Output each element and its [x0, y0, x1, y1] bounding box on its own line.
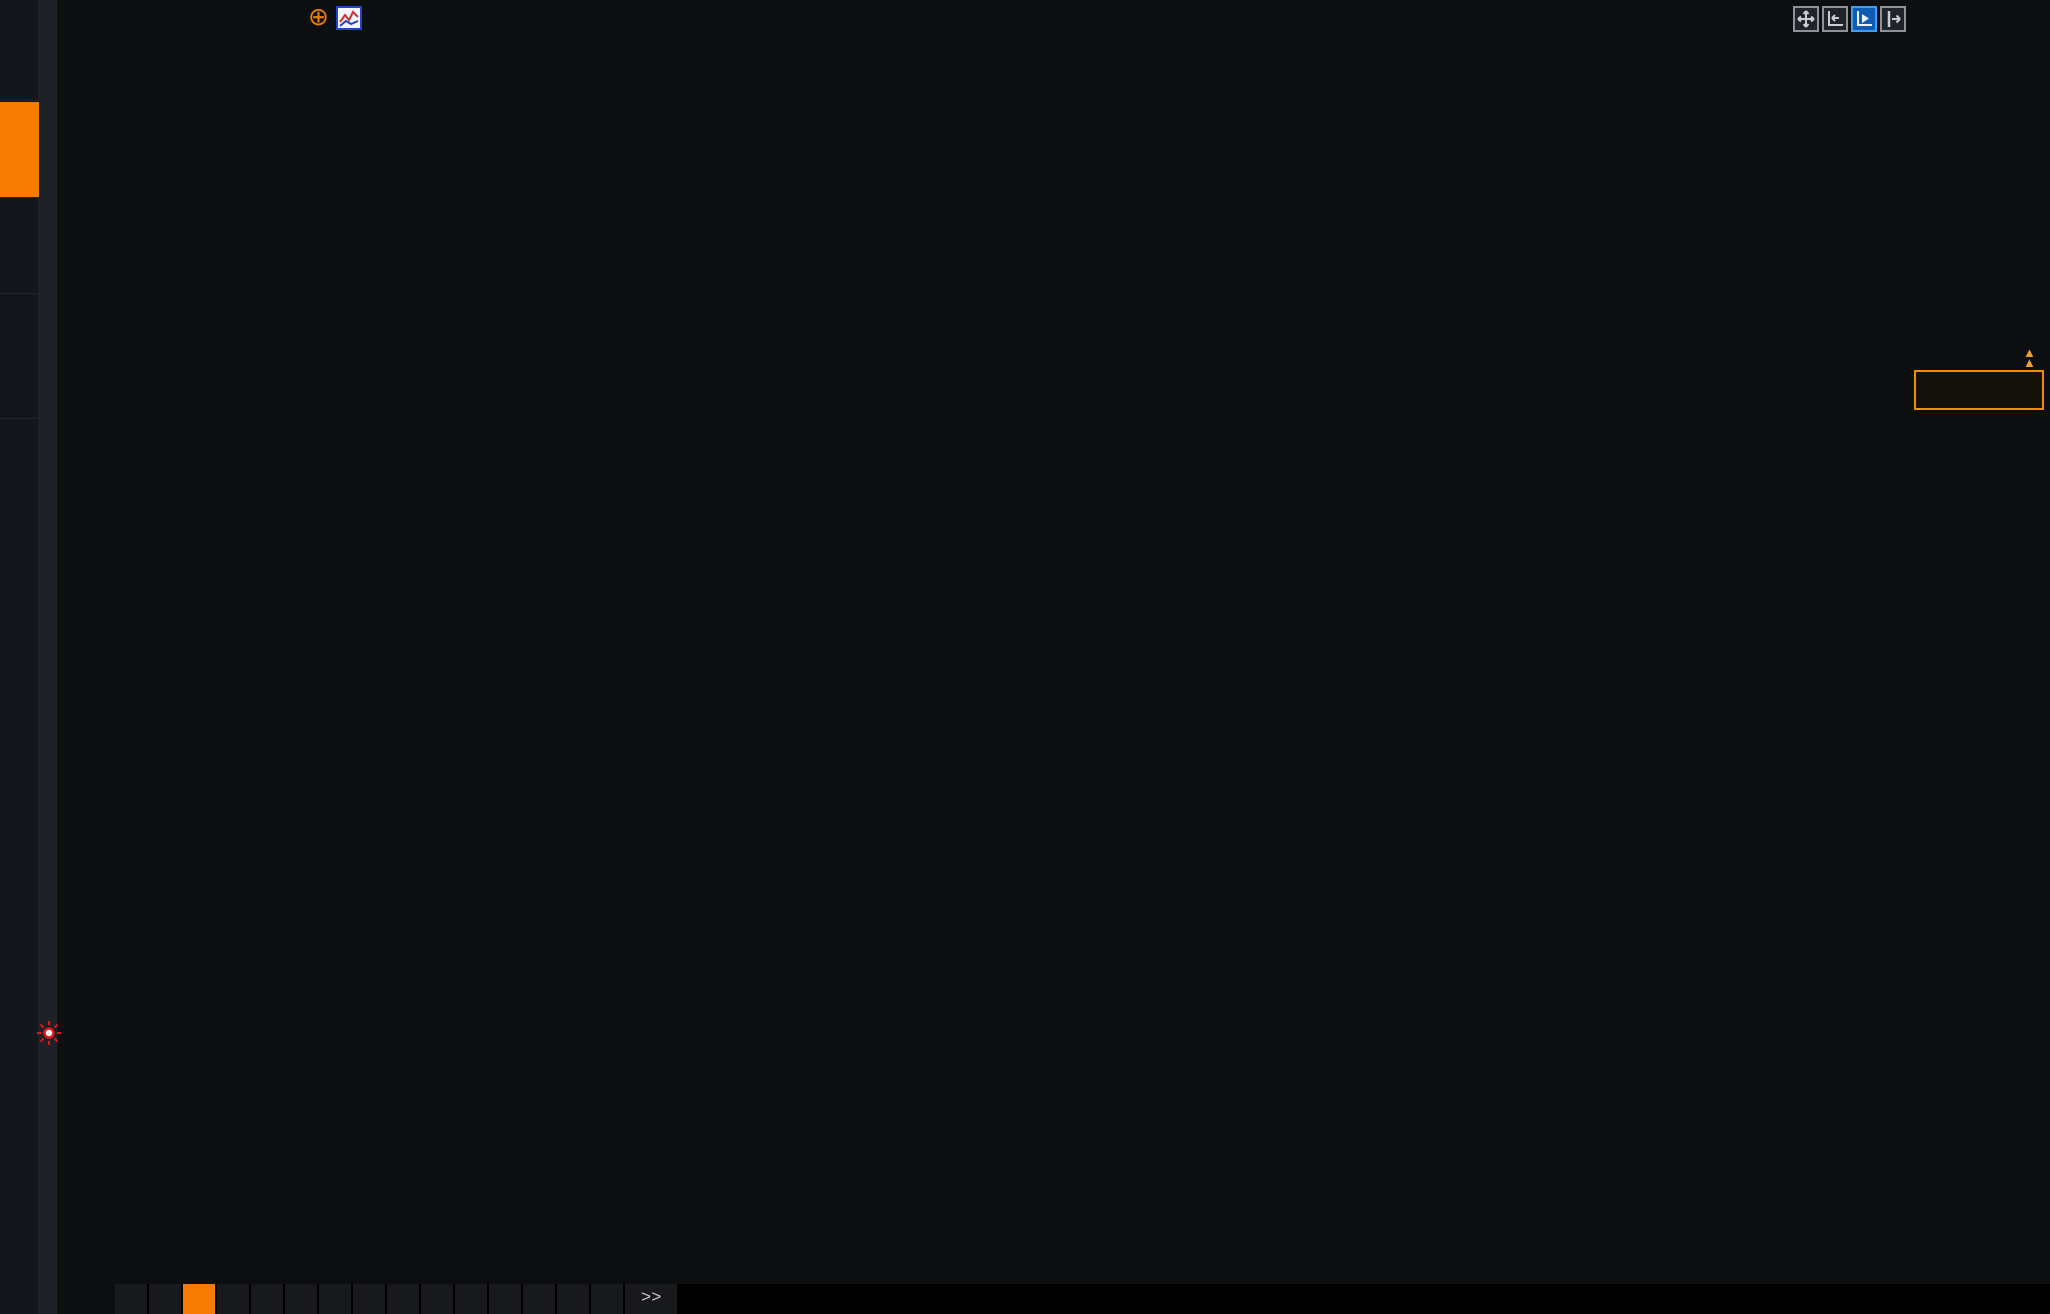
tab-outside-ud[interactable]	[591, 1284, 625, 1314]
sidebar-item-time-chart[interactable]	[0, 6, 39, 101]
tab-bias-ud[interactable]	[251, 1284, 285, 1314]
sidebar-item-contract-info[interactable]	[0, 295, 39, 419]
tab-ma-ud[interactable]	[489, 1284, 523, 1314]
sidebar	[0, 0, 57, 1314]
tab-kd-ud[interactable]	[421, 1284, 455, 1314]
tab-barupdn-ud[interactable]	[217, 1284, 251, 1314]
alert-radiate-icon[interactable]	[36, 1020, 62, 1051]
macd-header	[190, 774, 246, 801]
tab-macd-ud[interactable]	[523, 1284, 557, 1314]
axis-autoscale-icon[interactable]	[1851, 6, 1877, 32]
tab-more[interactable]: >>	[625, 1284, 680, 1314]
rsi-header	[298, 1022, 354, 1049]
sidebar-item-candle-chart[interactable]	[0, 102, 39, 198]
tab-dmi-ud[interactable]	[353, 1284, 387, 1314]
timeframe-selector[interactable]	[46, 1252, 52, 1278]
sidebar-item-flash-chart[interactable]	[0, 199, 39, 294]
current-price-tag	[1914, 370, 2044, 410]
axis-left-icon[interactable]	[1822, 6, 1848, 32]
candlestick-mini-icon[interactable]	[336, 6, 362, 35]
tab-templates[interactable]	[149, 1284, 183, 1314]
exit-right-icon[interactable]	[1880, 6, 1906, 32]
tab-boll-ud[interactable]	[285, 1284, 319, 1314]
tab-vip-indicators[interactable]	[183, 1284, 217, 1314]
tab-indicators[interactable]	[115, 1284, 149, 1314]
tab-kdj-ud[interactable]	[455, 1284, 489, 1314]
tab-cci-ud[interactable]	[319, 1284, 353, 1314]
target-plus-icon[interactable]: ⊕	[308, 3, 329, 31]
tab-mtm-ud[interactable]	[557, 1284, 591, 1314]
price-up-arrows-icon: ▲ ▲	[2023, 345, 2036, 370]
pan-icon[interactable]	[1793, 6, 1819, 32]
indicator-tabbar: >>	[115, 1284, 2050, 1314]
sidebar-gutter	[38, 0, 56, 1314]
tab-inside-ud[interactable]	[387, 1284, 421, 1314]
